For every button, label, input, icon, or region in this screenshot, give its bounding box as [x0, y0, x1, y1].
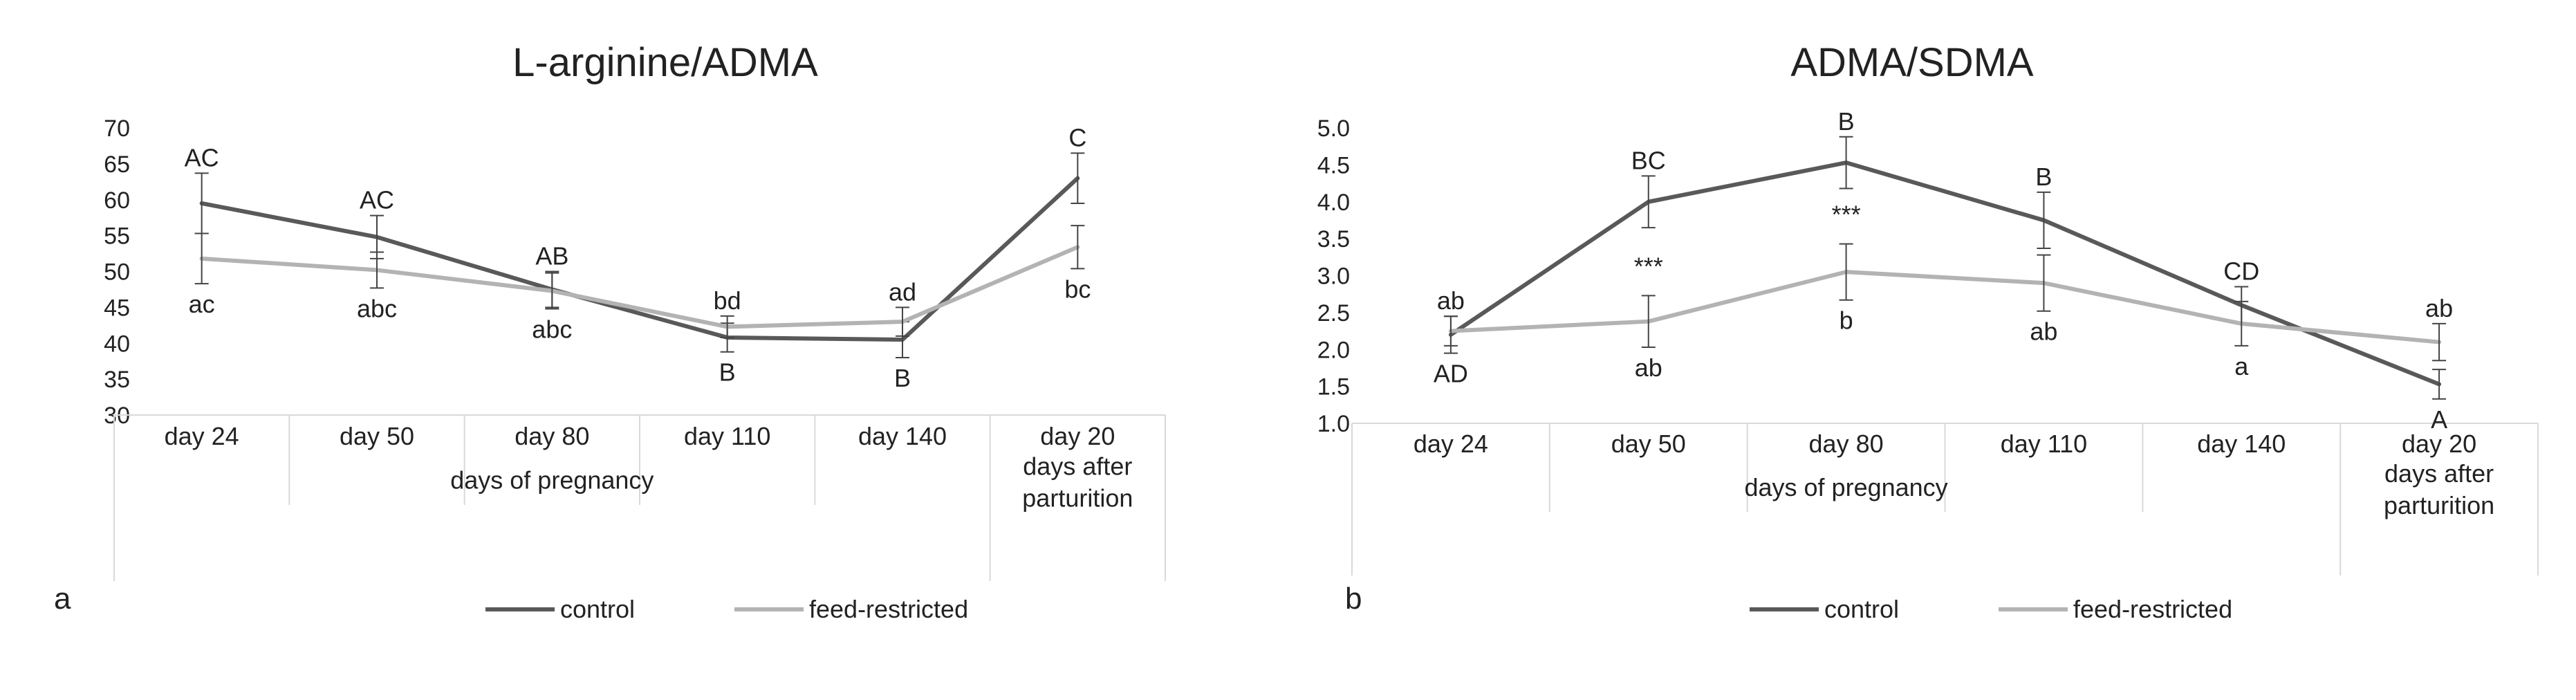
point-label: abc	[357, 294, 397, 322]
point-label: AD	[1434, 360, 1468, 388]
point-label: AB	[535, 242, 568, 270]
point-label: C	[1068, 123, 1086, 151]
x-tick-label: day 110	[684, 422, 770, 450]
point-label: abc	[532, 315, 572, 343]
series-line-feed-restricted	[199, 245, 1080, 329]
y-tick-label: 4.5	[1317, 152, 1350, 178]
y-tick-label: 4.0	[1317, 190, 1350, 216]
point-label: AC	[360, 186, 394, 214]
legend-label: feed-restricted	[809, 595, 968, 623]
x-tick-label: day 24	[1414, 430, 1488, 458]
point-label: ab	[2425, 294, 2453, 322]
x-tick-label: day 80	[1809, 430, 1884, 458]
x-tick-label: day 80	[515, 422, 589, 450]
x-tick-label: day 20	[2402, 430, 2476, 458]
point-label: B	[2035, 163, 2052, 191]
y-tick-label: 70	[104, 116, 130, 142]
significance-marker: ***	[1634, 252, 1663, 280]
y-tick-label: 65	[104, 151, 130, 178]
series-line-feed-restricted	[1448, 270, 2442, 344]
panel-b-chart: ADMA/SDMA 1.0 1.5 2.0 2.5 3.0 3.5 4.0 4.5 5.0 day …	[1317, 40, 2539, 623]
point-label: B	[894, 364, 911, 392]
x-tick-label: day 110	[2001, 430, 2087, 458]
point-label: ac	[189, 290, 215, 318]
x-tick-label: day 20	[1040, 422, 1115, 450]
point-label: b	[1840, 306, 1853, 335]
legend-label: control	[1824, 595, 1899, 623]
group-label: days of pregnancy	[450, 466, 654, 495]
chart-title: ADMA/SDMA	[1790, 40, 2034, 85]
point-label: ab	[1635, 353, 1662, 382]
point-label: ad	[889, 277, 916, 306]
group-label: days after	[2384, 459, 2494, 488]
y-tick-label: 45	[104, 295, 130, 321]
point-label: CD	[2223, 257, 2259, 286]
x-tick-label: day 140	[2197, 430, 2286, 458]
group-label: days after	[1023, 452, 1132, 481]
point-label: a	[2234, 352, 2249, 380]
group-label: parturition	[2384, 491, 2494, 519]
point-label: AC	[185, 143, 219, 172]
y-tick-label: 35	[104, 367, 130, 393]
y-tick-label: 5.0	[1317, 116, 1350, 142]
y-tick-label: 60	[104, 187, 130, 214]
point-label: bd	[714, 286, 741, 315]
group-label: days of pregnancy	[1744, 473, 1947, 501]
group-label: parturition	[1022, 484, 1133, 513]
panel-label: a	[54, 582, 71, 616]
y-tick-label: 55	[104, 223, 130, 250]
significance-marker: ***	[1832, 201, 1861, 229]
y-tick-label: 3.5	[1317, 226, 1350, 252]
y-tick-label: 40	[104, 331, 130, 357]
legend-label: feed-restricted	[2073, 595, 2232, 623]
point-label: B	[719, 358, 736, 387]
x-tick-label: day 50	[1611, 430, 1686, 458]
point-label: ab	[1437, 286, 1465, 315]
y-tick-label: 2.5	[1317, 300, 1350, 326]
y-tick-label: 50	[104, 259, 130, 286]
y-tick-label: 1.5	[1317, 374, 1350, 400]
series-line-control	[1448, 160, 2442, 387]
point-label: A	[2431, 405, 2447, 434]
point-label: ab	[2030, 317, 2057, 346]
point-label: B	[1838, 107, 1855, 136]
x-tick-label: day 140	[858, 422, 947, 450]
point-label: BC	[1631, 146, 1666, 174]
y-tick-label: 3.0	[1317, 264, 1350, 290]
series-line-control	[199, 176, 1080, 342]
chart-title: L-arginine/ADMA	[512, 40, 818, 85]
point-label: bc	[1064, 275, 1091, 303]
x-tick-label: day 50	[340, 422, 414, 450]
x-tick-label: day 24	[165, 422, 239, 450]
y-tick-label: 1.0	[1317, 411, 1350, 437]
panel-label: b	[1345, 582, 1362, 616]
legend-label: control	[560, 595, 635, 623]
y-tick-label: 2.0	[1317, 337, 1350, 363]
